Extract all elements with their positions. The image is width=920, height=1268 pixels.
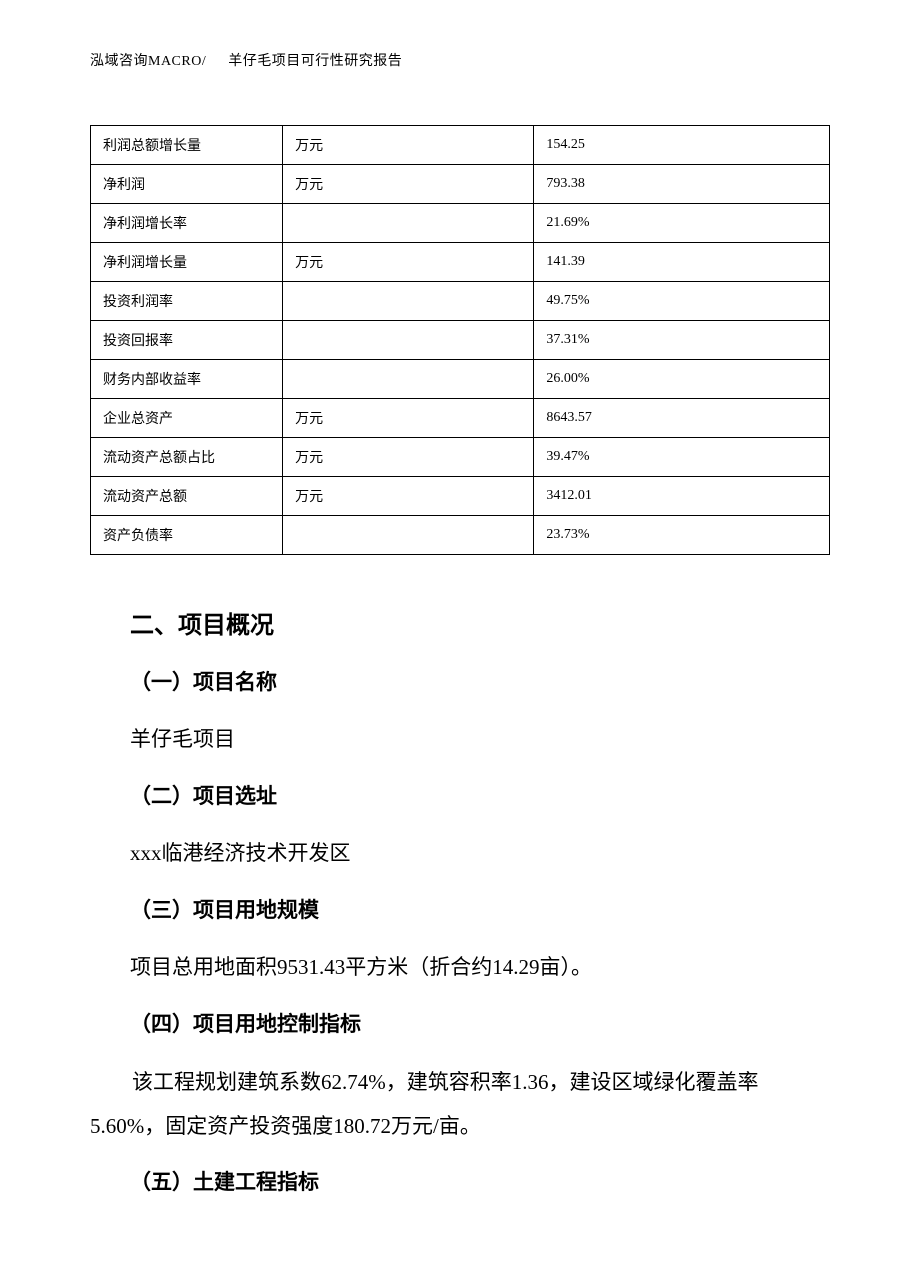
section-heading-main: 二、项目概况 xyxy=(130,605,790,640)
row-label: 利润总额增长量 xyxy=(91,126,283,165)
row-unit xyxy=(283,204,534,243)
table-row: 资产负债率 23.73% xyxy=(91,516,830,555)
table-row: 利润总额增长量 万元 154.25 xyxy=(91,126,830,165)
page-header: 泓域咨询MACRO/ 羊仔毛项目可行性研究报告 xyxy=(90,50,830,70)
row-unit xyxy=(283,516,534,555)
row-value: 49.75% xyxy=(534,282,830,321)
row-value: 8643.57 xyxy=(534,399,830,438)
table-row: 净利润增长率 21.69% xyxy=(91,204,830,243)
table-row: 投资回报率 37.31% xyxy=(91,321,830,360)
row-unit: 万元 xyxy=(283,165,534,204)
subsection-heading: （五）土建工程指标 xyxy=(130,1166,790,1196)
row-unit: 万元 xyxy=(283,126,534,165)
row-label: 投资利润率 xyxy=(91,282,283,321)
row-unit: 万元 xyxy=(283,438,534,477)
body-paragraph: 项目总用地面积9531.43平方米（折合约14.29亩）。 xyxy=(130,946,790,988)
header-company: 泓域咨询MACRO/ xyxy=(90,54,206,69)
row-value: 141.39 xyxy=(534,243,830,282)
row-value: 39.47% xyxy=(534,438,830,477)
row-value: 23.73% xyxy=(534,516,830,555)
row-value: 37.31% xyxy=(534,321,830,360)
row-unit xyxy=(283,360,534,399)
subsection-heading: （四）项目用地控制指标 xyxy=(130,1008,790,1038)
row-unit xyxy=(283,282,534,321)
table-row: 流动资产总额占比 万元 39.47% xyxy=(91,438,830,477)
table-row: 财务内部收益率 26.00% xyxy=(91,360,830,399)
subsection-heading: （二）项目选址 xyxy=(130,780,790,810)
row-label: 流动资产总额占比 xyxy=(91,438,283,477)
subsection-heading: （一）项目名称 xyxy=(130,666,790,696)
table-row: 投资利润率 49.75% xyxy=(91,282,830,321)
row-label: 财务内部收益率 xyxy=(91,360,283,399)
row-value: 793.38 xyxy=(534,165,830,204)
body-paragraph: 羊仔毛项目 xyxy=(130,718,790,760)
row-label: 流动资产总额 xyxy=(91,477,283,516)
row-value: 21.69% xyxy=(534,204,830,243)
row-unit xyxy=(283,321,534,360)
row-label: 净利润增长率 xyxy=(91,204,283,243)
body-paragraph: 该工程规划建筑系数62.74%，建筑容积率1.36，建设区域绿化覆盖率5.60%… xyxy=(90,1060,790,1148)
row-value: 3412.01 xyxy=(534,477,830,516)
row-label: 净利润 xyxy=(91,165,283,204)
body-paragraph: xxx临港经济技术开发区 xyxy=(130,832,790,874)
row-unit: 万元 xyxy=(283,243,534,282)
table-row: 企业总资产 万元 8643.57 xyxy=(91,399,830,438)
row-label: 企业总资产 xyxy=(91,399,283,438)
subsection-heading: （三）项目用地规模 xyxy=(130,894,790,924)
row-value: 26.00% xyxy=(534,360,830,399)
financial-table: 利润总额增长量 万元 154.25 净利润 万元 793.38 净利润增长率 2… xyxy=(90,125,830,555)
table-row: 净利润增长量 万元 141.39 xyxy=(91,243,830,282)
row-label: 资产负债率 xyxy=(91,516,283,555)
content-body: 二、项目概况 （一）项目名称 羊仔毛项目 （二）项目选址 xxx临港经济技术开发… xyxy=(90,605,830,1196)
row-value: 154.25 xyxy=(534,126,830,165)
row-label: 净利润增长量 xyxy=(91,243,283,282)
row-unit: 万元 xyxy=(283,399,534,438)
document-page: 泓域咨询MACRO/ 羊仔毛项目可行性研究报告 利润总额增长量 万元 154.2… xyxy=(0,0,920,1268)
header-title: 羊仔毛项目可行性研究报告 xyxy=(228,54,402,69)
row-unit: 万元 xyxy=(283,477,534,516)
table-row: 流动资产总额 万元 3412.01 xyxy=(91,477,830,516)
row-label: 投资回报率 xyxy=(91,321,283,360)
table-row: 净利润 万元 793.38 xyxy=(91,165,830,204)
